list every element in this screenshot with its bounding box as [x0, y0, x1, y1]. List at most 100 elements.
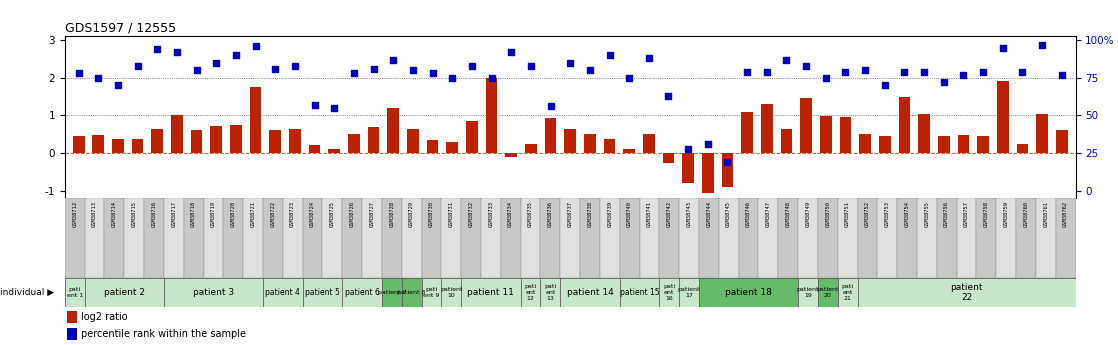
Text: GSM38736: GSM38736: [548, 201, 553, 227]
Bar: [957, 135, 969, 153]
Bar: [368, 128, 379, 153]
Point: [227, 52, 245, 58]
Text: GSM38732: GSM38732: [468, 201, 474, 227]
Point: [561, 60, 579, 66]
Text: GSM38751: GSM38751: [845, 201, 850, 227]
Bar: [67, 328, 77, 340]
Text: GDS1597 / 12555: GDS1597 / 12555: [65, 21, 176, 34]
Point: [639, 55, 657, 61]
Text: patient 15: patient 15: [619, 288, 660, 297]
Point: [836, 69, 854, 75]
Bar: [818, 198, 837, 278]
Text: GSM38743: GSM38743: [686, 201, 692, 227]
Bar: [230, 125, 241, 153]
Point: [600, 52, 618, 58]
Bar: [387, 108, 399, 153]
Bar: [540, 278, 560, 307]
Bar: [800, 98, 812, 153]
Point: [247, 43, 265, 49]
Point: [188, 67, 206, 73]
Point: [1033, 42, 1051, 47]
Point: [758, 69, 776, 75]
Point: [797, 63, 815, 68]
Text: GSM38744: GSM38744: [707, 201, 711, 227]
Bar: [1016, 198, 1036, 278]
Bar: [643, 134, 655, 153]
Bar: [263, 198, 283, 278]
Bar: [899, 97, 910, 153]
Bar: [699, 278, 798, 307]
Bar: [224, 198, 244, 278]
Text: GSM38733: GSM38733: [489, 201, 493, 227]
Text: GSM38754: GSM38754: [904, 201, 910, 227]
Text: GSM38714: GSM38714: [112, 201, 117, 227]
Point: [207, 60, 225, 66]
Text: GSM38731: GSM38731: [448, 201, 454, 227]
Bar: [699, 198, 719, 278]
Text: GSM38726: GSM38726: [350, 201, 354, 227]
Bar: [288, 129, 301, 153]
Text: GSM38722: GSM38722: [271, 201, 275, 227]
Bar: [879, 136, 891, 153]
Text: GSM38723: GSM38723: [291, 201, 295, 227]
Bar: [997, 81, 1008, 153]
Text: patient
22: patient 22: [950, 283, 983, 302]
Text: patient
17: patient 17: [678, 287, 700, 298]
Bar: [580, 198, 600, 278]
Bar: [462, 198, 481, 278]
Text: GSM38730: GSM38730: [429, 201, 434, 227]
Text: patient 11: patient 11: [467, 288, 514, 297]
Text: patient 3: patient 3: [193, 288, 234, 297]
Point: [620, 75, 638, 80]
Text: GSM38750: GSM38750: [825, 201, 831, 227]
Bar: [67, 310, 77, 323]
Point: [719, 159, 737, 165]
Bar: [401, 278, 421, 307]
Text: patient 2: patient 2: [104, 288, 145, 297]
Bar: [329, 149, 340, 153]
Text: GSM38738: GSM38738: [587, 201, 593, 227]
Bar: [721, 153, 733, 187]
Bar: [1036, 114, 1048, 153]
Bar: [309, 145, 321, 153]
Text: patient 8: patient 8: [398, 290, 426, 295]
Bar: [65, 278, 85, 307]
Point: [129, 63, 146, 68]
Bar: [702, 153, 713, 193]
Text: GSM38712: GSM38712: [73, 201, 77, 227]
Bar: [584, 134, 596, 153]
Text: GSM38757: GSM38757: [964, 201, 969, 227]
Bar: [860, 134, 871, 153]
Text: patient
19: patient 19: [797, 287, 819, 298]
Text: pati
ent
21: pati ent 21: [842, 284, 854, 301]
Text: log2 ratio: log2 ratio: [80, 312, 127, 322]
Point: [168, 49, 186, 55]
Text: GSM38724: GSM38724: [310, 201, 315, 227]
Text: GSM38716: GSM38716: [152, 201, 157, 227]
Bar: [719, 198, 739, 278]
Bar: [446, 142, 458, 153]
Text: pati
ent
13: pati ent 13: [544, 284, 557, 301]
Point: [89, 75, 107, 80]
Point: [266, 66, 284, 71]
Text: GSM38735: GSM38735: [528, 201, 533, 227]
Bar: [322, 198, 342, 278]
Bar: [421, 278, 442, 307]
Point: [896, 69, 913, 75]
Bar: [996, 198, 1016, 278]
Text: patient 7: patient 7: [378, 290, 406, 295]
Bar: [619, 278, 660, 307]
Bar: [191, 130, 202, 153]
Text: patient
20: patient 20: [816, 287, 838, 298]
Bar: [1055, 198, 1076, 278]
Bar: [780, 129, 793, 153]
Point: [325, 105, 343, 111]
Point: [385, 57, 402, 62]
Text: patient 18: patient 18: [726, 288, 771, 297]
Text: GSM38725: GSM38725: [330, 201, 335, 227]
Point: [699, 141, 717, 147]
Point: [404, 67, 421, 73]
Text: GSM38745: GSM38745: [727, 201, 731, 227]
Bar: [183, 198, 203, 278]
Bar: [560, 278, 619, 307]
